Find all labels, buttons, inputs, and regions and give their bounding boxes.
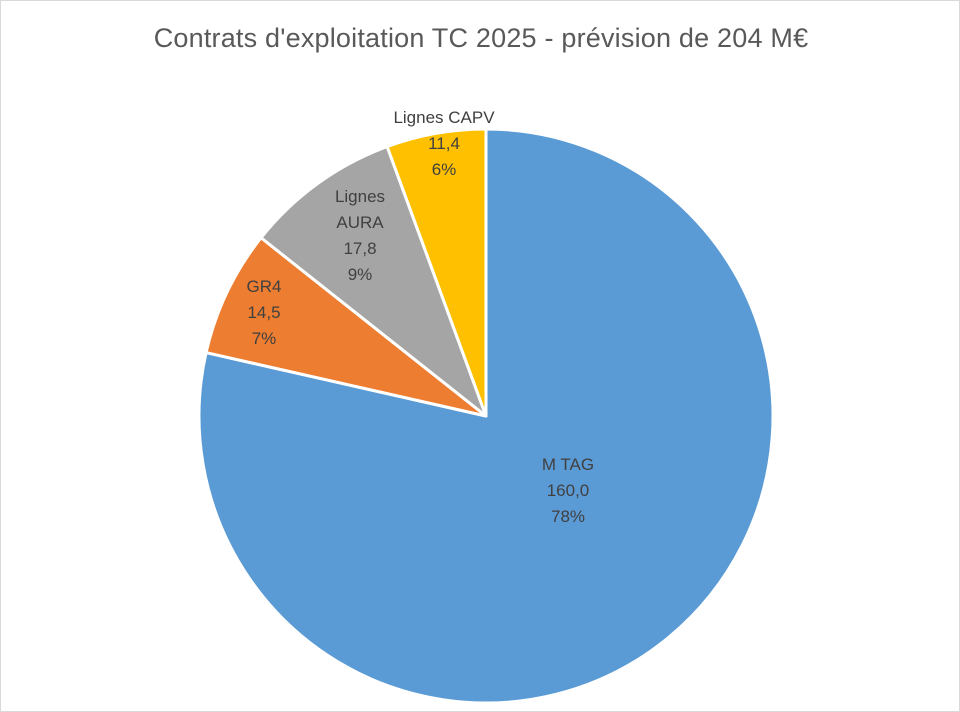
data-label-name-lignes-aura: AURA — [336, 213, 384, 232]
data-label-percent-m-tag: 78% — [551, 507, 585, 526]
data-label-percent-gr4: 7% — [252, 329, 277, 348]
data-label-name-m-tag: M TAG — [542, 455, 594, 474]
pie-slice-lignes-capv — [385, 127, 488, 418]
data-label-bg-lignes-capv — [382, 105, 506, 129]
data-label-value-gr4: 14,5 — [247, 303, 280, 322]
chart-title: Contrats d'exploitation TC 2025 - prévis… — [153, 23, 809, 53]
data-label-name-gr4: GR4 — [247, 277, 282, 296]
data-label-percent-lignes-capv: 6% — [432, 160, 457, 179]
data-label-value-m-tag: 160,0 — [547, 481, 590, 500]
data-label-percent-lignes-aura: 9% — [348, 265, 373, 284]
pie-slice-lignes-aura — [259, 145, 488, 418]
data-label-name-lignes-aura: Lignes — [335, 187, 385, 206]
data-label-value-lignes-aura: 17,8 — [343, 239, 376, 258]
data-labels: M TAG 160,0 78% GR4 14,5 7% Lignes AURA 17,8 9% Li… — [247, 105, 594, 526]
pie-slice-gr4 — [204, 236, 488, 418]
pie-slices — [197, 127, 775, 705]
data-label-name-lignes-capv: Lignes CAPV — [393, 108, 495, 127]
data-label-value-lignes-capv: 11,4 — [428, 134, 460, 153]
